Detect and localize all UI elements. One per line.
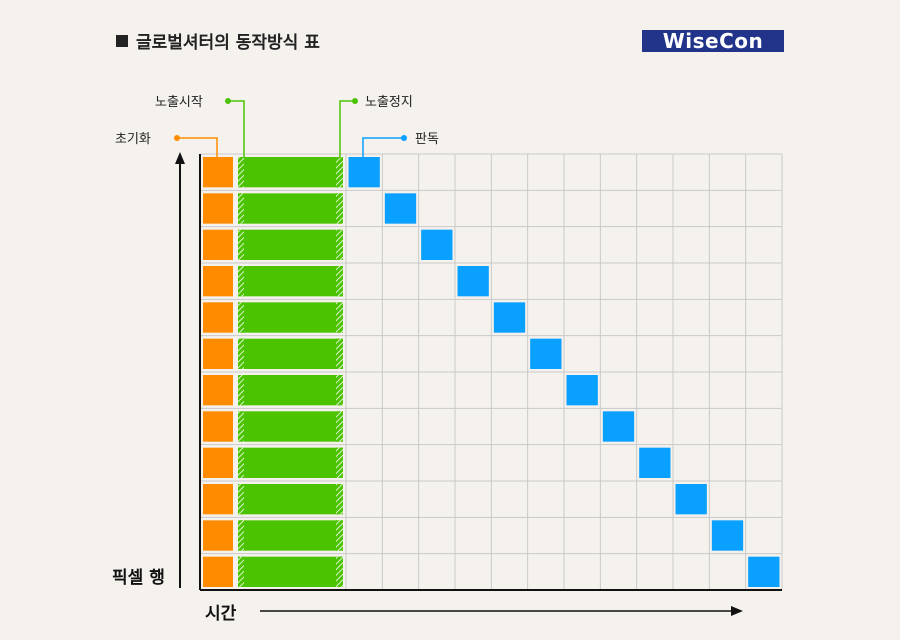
timeline-grid bbox=[200, 153, 783, 591]
exposure-start-label: 노출시작 bbox=[155, 95, 203, 110]
x-axis-label: 시간 bbox=[205, 604, 237, 624]
exposure-stop-hatch bbox=[336, 447, 343, 478]
title-text: 글로벌셔터의 동작방식 표 bbox=[136, 33, 320, 53]
exposure-stop-hatch bbox=[336, 484, 343, 515]
init-callout-dot bbox=[174, 135, 180, 141]
readout-callout-dot bbox=[401, 135, 407, 141]
init-block bbox=[203, 266, 233, 297]
exposure-stop-hatch bbox=[336, 556, 343, 587]
readout-block bbox=[493, 302, 526, 333]
exposure-start-callout-line bbox=[228, 100, 245, 158]
readout-block bbox=[711, 520, 744, 551]
exposure-stop-hatch bbox=[336, 520, 343, 551]
readout-block bbox=[421, 229, 453, 260]
exposure-start-hatch bbox=[238, 411, 244, 442]
readout-block bbox=[675, 484, 707, 515]
exposure-bar bbox=[238, 193, 343, 224]
y-axis-label: 픽셀 행 bbox=[112, 568, 165, 588]
readout-block bbox=[530, 338, 562, 369]
exposure-stop-label: 노출정지 bbox=[365, 95, 413, 110]
exposure-start-hatch bbox=[238, 157, 244, 188]
exposure-start-hatch bbox=[238, 229, 244, 260]
exposure-stop-hatch bbox=[336, 229, 343, 260]
title-bullet-square bbox=[116, 34, 128, 47]
init-callout-line bbox=[177, 137, 218, 158]
readout-block bbox=[748, 556, 780, 587]
pixel-rows bbox=[203, 157, 780, 587]
exposure-bar bbox=[238, 302, 343, 333]
readout-block bbox=[384, 193, 417, 224]
init-block bbox=[203, 229, 233, 260]
exposure-bar bbox=[238, 411, 343, 442]
exposure-bar bbox=[238, 266, 343, 297]
y-axis-arrow-icon bbox=[175, 152, 185, 164]
init-block bbox=[203, 193, 233, 224]
exposure-start-hatch bbox=[238, 375, 244, 406]
exposure-bar bbox=[238, 556, 343, 587]
time-axis-arrow-icon bbox=[731, 606, 743, 616]
exposure-start-hatch bbox=[238, 193, 244, 224]
init-block bbox=[203, 447, 233, 478]
exposure-bar bbox=[238, 229, 343, 260]
exposure-start-hatch bbox=[238, 338, 244, 369]
exposure-start-hatch bbox=[238, 302, 244, 333]
readout-label: 판독 bbox=[415, 132, 439, 147]
exposure-bar bbox=[238, 338, 343, 369]
init-block bbox=[203, 556, 233, 587]
page-title: 글로벌셔터의 동작방식 표 bbox=[116, 28, 320, 53]
init-block bbox=[203, 520, 233, 551]
init-block bbox=[203, 411, 233, 442]
readout-block bbox=[639, 447, 671, 478]
exposure-bar bbox=[238, 520, 343, 551]
wisecon-logo: WiseCon bbox=[642, 30, 784, 52]
exposure-bar bbox=[238, 447, 343, 478]
readout-block bbox=[566, 375, 598, 406]
readout-block bbox=[457, 266, 489, 297]
exposure-stop-hatch bbox=[336, 338, 343, 369]
readout-block bbox=[602, 411, 635, 442]
exposure-start-hatch bbox=[238, 266, 244, 297]
init-label: 초기화 bbox=[115, 132, 151, 147]
exposure-bar bbox=[238, 484, 343, 515]
readout-block bbox=[348, 157, 380, 188]
exposure-start-hatch bbox=[238, 484, 244, 515]
init-block bbox=[203, 375, 233, 406]
readout-callout-line bbox=[362, 137, 404, 158]
exposure-stop-hatch bbox=[336, 193, 343, 224]
init-block bbox=[203, 302, 233, 333]
exposure-stop-hatch bbox=[336, 157, 343, 188]
exposure-stop-hatch bbox=[336, 375, 343, 406]
exposure-stop-hatch bbox=[336, 302, 343, 333]
exposure-stop-callout-dot bbox=[352, 98, 358, 104]
exposure-start-callout-dot bbox=[225, 98, 231, 104]
exposure-start-hatch bbox=[238, 556, 244, 587]
exposure-start-hatch bbox=[238, 447, 244, 478]
exposure-stop-hatch bbox=[336, 266, 343, 297]
exposure-start-hatch bbox=[238, 520, 244, 551]
init-block bbox=[203, 484, 233, 515]
exposure-stop-callout-line bbox=[339, 100, 355, 158]
init-block bbox=[203, 157, 233, 188]
init-block bbox=[203, 338, 233, 369]
exposure-bar bbox=[238, 157, 343, 188]
exposure-bar bbox=[238, 375, 343, 406]
exposure-stop-hatch bbox=[336, 411, 343, 442]
